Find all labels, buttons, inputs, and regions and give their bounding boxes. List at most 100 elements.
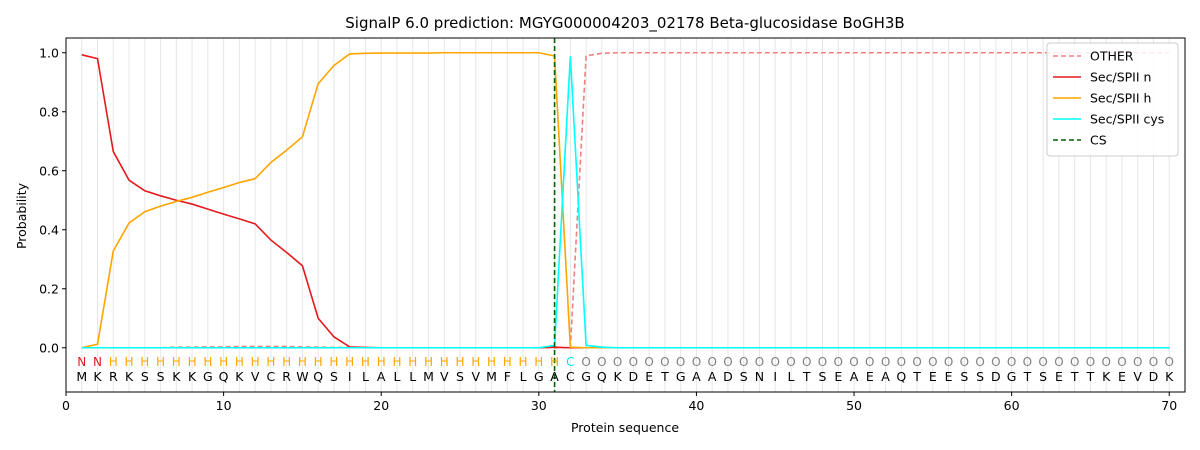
prediction-label: H	[203, 355, 212, 369]
prediction-label: H	[550, 355, 559, 369]
sequence-residue: L	[520, 369, 527, 384]
prediction-label: H	[188, 355, 197, 369]
series-line-sec-spii-h	[81, 51, 1170, 349]
sequence-residue: S	[141, 369, 149, 384]
sequence-residue: E	[1055, 369, 1063, 384]
legend-label: CS	[1090, 133, 1107, 148]
legend-label: Sec/SPII h	[1090, 91, 1151, 106]
prediction-label: H	[251, 355, 260, 369]
sequence-residue: G	[1007, 369, 1017, 384]
sequence-residue: G	[534, 369, 544, 384]
prediction-label: H	[140, 355, 149, 369]
sequence-residue: C	[267, 369, 276, 384]
prediction-label: O	[613, 355, 622, 369]
prediction-label: H	[156, 355, 165, 369]
sequence-residue: L	[393, 369, 400, 384]
prediction-label: O	[786, 355, 795, 369]
sequence-residue: D	[723, 369, 733, 384]
sequence-residue: E	[834, 369, 842, 384]
sequence-residue: Q	[313, 369, 323, 384]
prediction-label: O	[865, 355, 874, 369]
legend: OTHER Sec/SPII n Sec/SPII h Sec/SPII cys CS	[1046, 42, 1179, 157]
legend-label: Sec/SPII n	[1090, 70, 1151, 85]
prediction-label: N	[77, 355, 86, 369]
sequence-residue: F	[504, 369, 511, 384]
prediction-label: H	[345, 355, 354, 369]
x-tick-label: 10	[216, 398, 232, 413]
sequence-residue: L	[362, 369, 369, 384]
sequence-residue: S	[157, 369, 165, 384]
prediction-label: O	[912, 355, 921, 369]
sequence-residue: A	[550, 369, 559, 384]
prediction-label: O	[770, 355, 779, 369]
sequence-residue: E	[866, 369, 874, 384]
sequence-residue: R	[282, 369, 291, 384]
prediction-label: O	[1054, 355, 1063, 369]
sequence-residue: S	[976, 369, 984, 384]
sequence-residue: A	[377, 369, 386, 384]
prediction-label: O	[928, 355, 937, 369]
x-tick-label: 30	[531, 398, 547, 413]
sequence-residue: A	[692, 369, 701, 384]
sequence-residue: A	[708, 369, 717, 384]
prediction-label: O	[834, 355, 843, 369]
prediction-label: H	[519, 355, 528, 369]
sequence-residue: W	[296, 369, 308, 384]
prediction-label: H	[314, 355, 323, 369]
prediction-label: O	[723, 355, 732, 369]
sequence-residue: E	[1118, 369, 1126, 384]
sequence-residue: Q	[896, 369, 906, 384]
prediction-label: O	[676, 355, 685, 369]
prediction-label: H	[424, 355, 433, 369]
sequence-residue: Q	[219, 369, 229, 384]
sequence-residue: D	[629, 369, 639, 384]
sequence-residue: C	[566, 369, 575, 384]
grid-lines	[81, 38, 1170, 392]
sequence-residue: S	[960, 369, 968, 384]
prediction-label: O	[739, 355, 748, 369]
x-tick-label: 40	[688, 398, 704, 413]
sequence-residue: I	[773, 369, 777, 384]
sequence-residue: G	[581, 369, 591, 384]
sequence-residue: D	[1149, 369, 1159, 384]
series-line-sec-spii-cys	[81, 56, 1170, 349]
prediction-label: O	[1133, 355, 1142, 369]
sequence-residue: M	[486, 369, 497, 384]
plot-frame	[65, 37, 1186, 393]
sequence-residue: K	[93, 369, 102, 384]
series-line-other	[81, 51, 1170, 349]
prediction-label: H	[125, 355, 134, 369]
prediction-label: O	[660, 355, 669, 369]
prediction-label: H	[219, 355, 228, 369]
sequence-residue: T	[1023, 369, 1032, 384]
sequence-residue: K	[1165, 369, 1174, 384]
chart-title: SignalP 6.0 prediction: MGYG000004203_02…	[345, 14, 904, 33]
prediction-label: H	[298, 355, 307, 369]
prediction-label: O	[1070, 355, 1079, 369]
sequence-residue: D	[991, 369, 1001, 384]
prediction-label: O	[581, 355, 590, 369]
prediction-label: O	[975, 355, 984, 369]
prediction-label: H	[282, 355, 291, 369]
prediction-label: O	[1023, 355, 1032, 369]
prediction-label: H	[377, 355, 386, 369]
sequence-residue: M	[76, 369, 87, 384]
prediction-label: O	[1086, 355, 1095, 369]
sequence-residue: V	[251, 369, 260, 384]
legend-label: Sec/SPII cys	[1090, 112, 1164, 127]
prediction-label: O	[897, 355, 906, 369]
prediction-label: O	[1165, 355, 1174, 369]
prediction-label: H	[440, 355, 449, 369]
sequence-residue: T	[660, 369, 669, 384]
prediction-label: O	[1117, 355, 1126, 369]
x-axis-label: Protein sequence	[571, 420, 679, 435]
prediction-label: O	[1038, 355, 1047, 369]
sequence-residue: T	[912, 369, 921, 384]
sequence-residue: K	[614, 369, 623, 384]
prediction-label: H	[503, 355, 512, 369]
prediction-label: H	[392, 355, 401, 369]
x-tick-label: 70	[1161, 398, 1177, 413]
prediction-label: O	[707, 355, 716, 369]
